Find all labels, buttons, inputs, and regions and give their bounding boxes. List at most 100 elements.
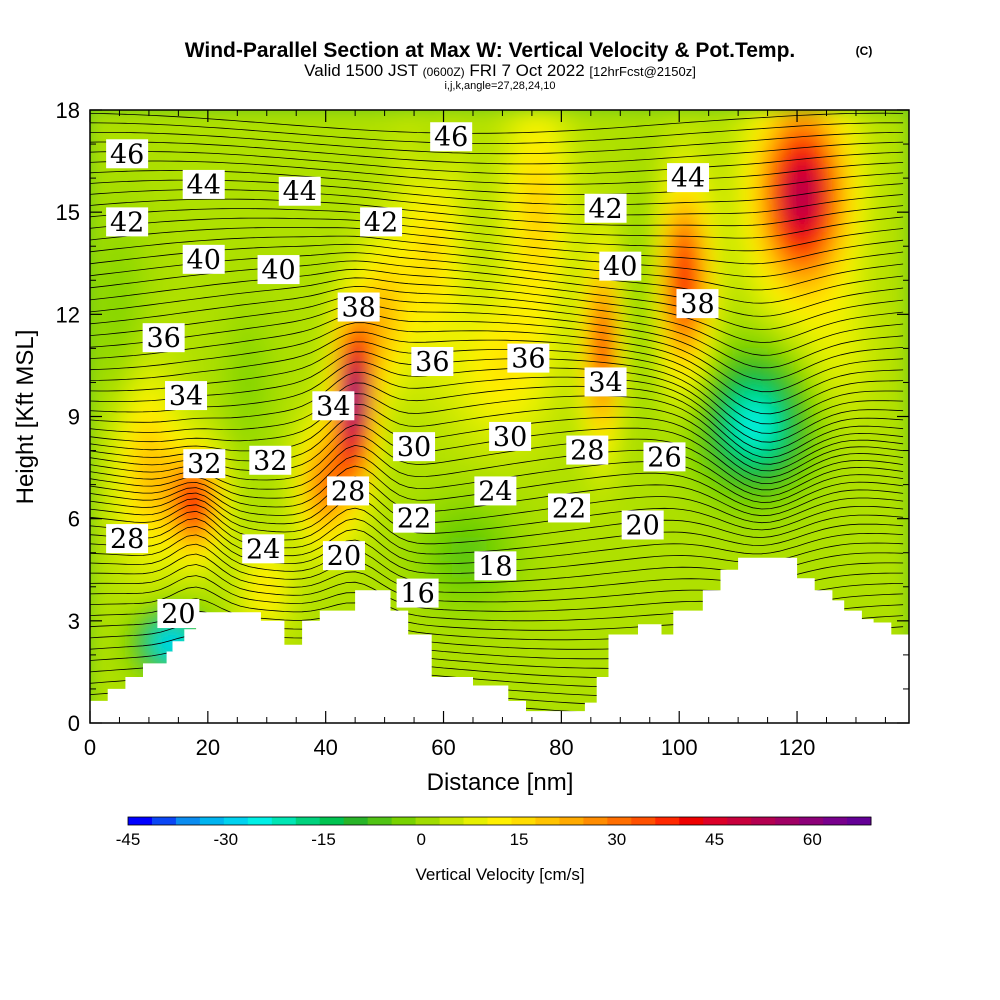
field-cell (744, 308, 758, 325)
field-cell (112, 335, 127, 351)
field-cell (404, 242, 419, 258)
field-cell (252, 428, 267, 445)
contour-label-value: 24 (478, 476, 512, 507)
field-cell (884, 308, 899, 325)
field-cell (334, 162, 349, 178)
field-cell (217, 322, 232, 338)
field-cell (674, 122, 688, 138)
field-cell (440, 322, 454, 338)
colorbar-swatch (271, 817, 297, 825)
field-cell (814, 202, 829, 218)
field-cell (369, 575, 384, 591)
theta-contour-line (90, 497, 904, 534)
field-cell (217, 562, 232, 578)
field-cell (791, 495, 805, 511)
field-cell (861, 308, 875, 325)
field-cell (428, 402, 442, 418)
field-cell (147, 495, 162, 511)
field-cell (217, 575, 232, 591)
field-cell (592, 348, 606, 365)
contour-label: 40 (599, 251, 642, 283)
field-cell (615, 428, 630, 445)
field-cell (755, 228, 770, 245)
field-cell (521, 655, 536, 671)
field-cell (90, 388, 103, 405)
x-tick-label: 40 (313, 735, 337, 760)
contour-label-value: 36 (146, 323, 180, 354)
field-cell (837, 215, 852, 231)
field-cell (124, 335, 138, 351)
field-cell (557, 175, 571, 191)
field-cell (779, 508, 793, 525)
field-cell (767, 188, 782, 205)
field-cell (685, 348, 700, 365)
field-cell (440, 308, 454, 325)
field-cell (826, 175, 840, 191)
field-cell (147, 468, 162, 485)
field-cell (241, 110, 255, 125)
field-cell (720, 122, 735, 138)
field-cell (135, 588, 150, 605)
field-cell (662, 588, 676, 605)
field-cell (638, 428, 653, 445)
field-cell (627, 362, 641, 378)
field-cell (182, 522, 197, 538)
field-cell (100, 268, 115, 285)
field-cell (334, 135, 349, 151)
field-cell (334, 335, 349, 351)
field-cell (381, 322, 396, 338)
field-cell (475, 148, 489, 165)
field-cell (744, 148, 758, 165)
field-cell (463, 655, 478, 671)
field-cell (206, 122, 220, 138)
field-cell (732, 308, 747, 325)
field-cell (709, 242, 723, 258)
field-cell (837, 468, 852, 485)
field-cell (159, 362, 173, 378)
field-cell (872, 455, 887, 471)
field-cell (463, 335, 478, 351)
field-cell (440, 282, 454, 298)
field-cell (334, 148, 349, 165)
field-cell (182, 562, 197, 578)
field-cell (323, 202, 337, 218)
field-cell (381, 308, 396, 325)
field-cell (440, 562, 454, 578)
field-cell (334, 202, 349, 218)
field-cell (697, 468, 712, 485)
field-cell (615, 402, 630, 418)
field-cell (791, 122, 805, 138)
field-cell (463, 508, 478, 525)
field-cell (849, 228, 864, 245)
colorbar-tick-label: 15 (510, 830, 529, 849)
field-cell (229, 282, 244, 298)
field-cell (533, 428, 548, 445)
field-cell (884, 388, 899, 405)
field-cell (603, 522, 618, 538)
field-cell (580, 468, 595, 485)
field-cell (545, 455, 559, 471)
field-cell (849, 562, 864, 578)
field-cell (170, 522, 185, 538)
field-cell (755, 175, 770, 191)
field-cell (533, 148, 548, 165)
field-cell (533, 242, 548, 258)
field-cell (826, 575, 840, 591)
field-cell (463, 375, 478, 391)
field-cell (346, 508, 361, 525)
field-cell (603, 535, 618, 551)
chart-subtitle: Valid 1500 JST (0600Z) FRI 7 Oct 2022 [1… (304, 61, 696, 80)
field-cell (498, 148, 513, 165)
field-cell (381, 402, 396, 418)
field-cell (533, 388, 548, 405)
field-cell (545, 175, 559, 191)
field-cell (451, 242, 466, 258)
field-cell (147, 642, 162, 658)
field-cell (580, 588, 595, 605)
field-cell (475, 508, 489, 525)
field-cell (814, 188, 829, 205)
field-cell (568, 642, 583, 658)
field-cell (767, 228, 782, 245)
field-cell (767, 175, 782, 191)
field-cell (206, 362, 220, 378)
